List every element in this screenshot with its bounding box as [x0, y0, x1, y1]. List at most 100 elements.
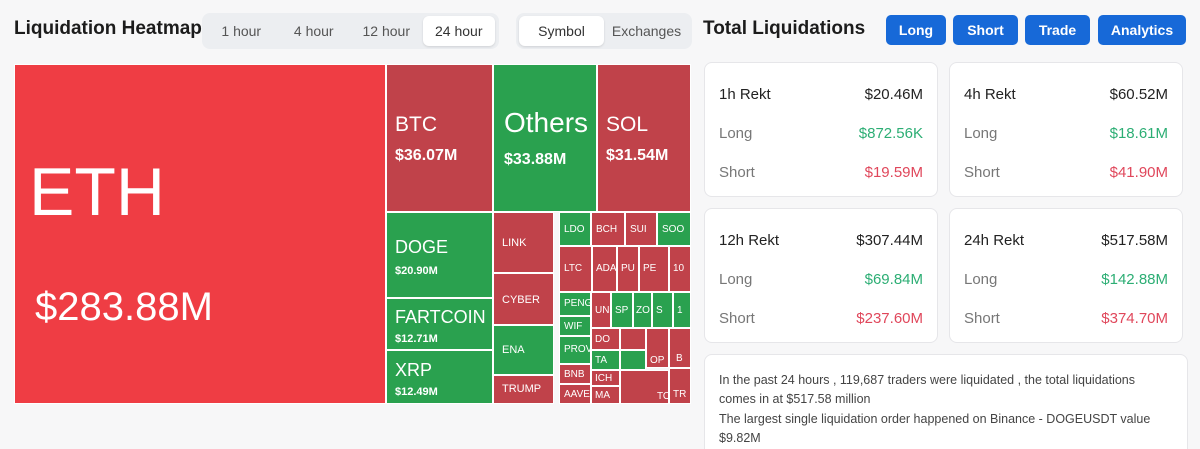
tile-pe[interactable]: PE — [639, 246, 669, 292]
tile-symbol: TO — [657, 391, 668, 402]
summary-text-line2: The largest single liquidation order hap… — [719, 412, 1151, 445]
tile-doge[interactable]: DOGE $20.90M — [386, 212, 493, 298]
tile-xrp[interactable]: XRP $12.49M — [386, 350, 493, 404]
tile-peng[interactable]: PENG — [559, 292, 591, 316]
tile-symbol: CYBER — [502, 294, 540, 306]
trade-button[interactable]: Trade — [1025, 15, 1090, 45]
short-value: $237.60M — [856, 310, 923, 327]
tile-symbol: PE — [643, 263, 657, 274]
tile-symbol: WIF — [564, 321, 583, 332]
tile-others[interactable]: Others $33.88M — [493, 64, 597, 212]
tile-pu[interactable]: PU — [617, 246, 639, 292]
tile-aave[interactable]: AAVE — [559, 384, 591, 404]
tile-symbol: 1 — [677, 305, 683, 316]
short-value: $19.59M — [864, 164, 923, 181]
short-value: $41.90M — [1109, 164, 1168, 181]
tile-sui[interactable]: SUI — [625, 212, 657, 246]
tile-symbol: LDO — [564, 224, 585, 235]
tile-fartcoin[interactable]: FARTCOIN $12.71M — [386, 298, 493, 350]
stat-card-1h: 1h Rekt $20.46M Long $872.56K Short $19.59M — [704, 62, 938, 197]
tile-symbol: BTC — [395, 113, 437, 136]
tile-value: $36.07M — [395, 147, 458, 164]
tile-symbol: XRP — [395, 360, 433, 380]
tile-b[interactable]: B — [669, 328, 691, 368]
tile-bnb[interactable]: BNB — [559, 364, 591, 384]
tile-10[interactable]: 10 — [669, 246, 691, 292]
long-value: $69.84M — [864, 271, 923, 288]
tile-symbol: AAVE — [564, 389, 590, 400]
tab-4-hour[interactable]: 4 hour — [293, 23, 334, 39]
tile-eth[interactable]: ETH $283.88M — [14, 64, 386, 404]
tile-cyber[interactable]: CYBER — [493, 273, 554, 325]
short-button[interactable]: Short — [953, 15, 1018, 45]
tile-sp[interactable]: SP — [611, 292, 633, 328]
tile-soo[interactable]: SOO — [657, 212, 691, 246]
tile-zo[interactable]: ZO — [633, 292, 652, 328]
tile-e[interactable]: E — [620, 350, 646, 370]
tile-symbol: FARTCOIN — [395, 307, 486, 327]
tab-24-hour[interactable]: 24 hour — [422, 16, 495, 46]
summary-text-line1: In the past 24 hours , 119,687 traders w… — [719, 373, 1136, 406]
tile-tr[interactable]: TR — [669, 368, 691, 404]
tile-ltc[interactable]: LTC — [559, 246, 592, 292]
tile-bch[interactable]: BCH — [591, 212, 625, 246]
long-label: Long — [719, 125, 753, 142]
tile-s[interactable]: S — [652, 292, 673, 328]
analytics-button[interactable]: Analytics — [1098, 15, 1186, 45]
tile-symbol: 10 — [673, 263, 685, 274]
tile-symbol: PENG — [564, 298, 591, 309]
tile-btc[interactable]: BTC $36.07M — [386, 64, 493, 212]
tile-symbol: ETH — [29, 154, 165, 230]
tile-symbol: SP — [615, 305, 629, 316]
tile-ich[interactable]: ICH — [591, 370, 620, 386]
stat-total: $60.52M — [1109, 86, 1168, 103]
tile-symbol: S — [656, 305, 663, 316]
tile-ada[interactable]: ADA — [592, 246, 617, 292]
tab-exchanges[interactable]: Exchanges — [611, 23, 682, 39]
tile-hy[interactable]: HY — [620, 328, 646, 350]
tab-symbol[interactable]: Symbol — [519, 16, 604, 46]
tile-symbol: SUI — [630, 224, 647, 235]
tab-1-hour[interactable]: 1 hour — [221, 23, 262, 39]
tile-1[interactable]: 1 — [673, 292, 691, 328]
tile-symbol: B — [676, 353, 683, 364]
tile-prov[interactable]: PROV — [559, 336, 591, 364]
tile-symbol: DOGE — [395, 237, 449, 257]
tile-ma[interactable]: MA — [591, 386, 620, 404]
stat-card-24h: 24h Rekt $517.58M Long $142.88M Short $374.… — [949, 208, 1183, 343]
tile-un[interactable]: UN — [591, 292, 611, 328]
tile-ta[interactable]: TA — [591, 350, 620, 370]
tile-symbol: MA — [595, 390, 610, 401]
time-range-tabs: 1 hour 4 hour 12 hour 24 hour — [202, 13, 499, 49]
stat-total: $517.58M — [1101, 232, 1168, 249]
tile-symbol: ENA — [502, 344, 525, 356]
tile-value: $12.49M — [395, 386, 438, 398]
stat-total: $20.46M — [864, 86, 923, 103]
tile-do[interactable]: DO — [591, 328, 620, 350]
tile-link[interactable]: LINK — [493, 212, 554, 273]
tile-value: $20.90M — [395, 265, 438, 277]
tile-value: $12.71M — [395, 333, 438, 345]
tile-to[interactable]: TO — [620, 370, 669, 404]
long-button[interactable]: Long — [886, 15, 946, 45]
tile-sol[interactable]: SOL $31.54M — [597, 64, 691, 212]
tile-symbol: UN — [595, 305, 610, 316]
tile-trump[interactable]: TRUMP — [493, 375, 554, 404]
tile-symbol: SOO — [662, 224, 685, 235]
tab-12-hour[interactable]: 12 hour — [362, 23, 410, 39]
tile-symbol: BCH — [596, 224, 618, 235]
tile-value: $31.54M — [606, 147, 669, 164]
short-label: Short — [719, 164, 755, 181]
stat-card-12h: 12h Rekt $307.44M Long $69.84M Short $237.6… — [704, 208, 938, 343]
tile-symbol: BNB — [564, 369, 585, 380]
tile-ldo[interactable]: LDO — [559, 212, 591, 246]
stat-total: $307.44M — [856, 232, 923, 249]
stat-title: 24h Rekt — [964, 232, 1025, 249]
short-label: Short — [964, 164, 1000, 181]
tile-symbol: OP — [650, 355, 665, 366]
tile-op[interactable]: OP — [646, 328, 669, 368]
liquidation-summary: In the past 24 hours , 119,687 traders w… — [704, 354, 1188, 449]
tile-ena[interactable]: ENA — [493, 325, 554, 375]
tile-symbol: SOL — [606, 113, 649, 136]
tile-wif[interactable]: WIF — [559, 316, 591, 336]
